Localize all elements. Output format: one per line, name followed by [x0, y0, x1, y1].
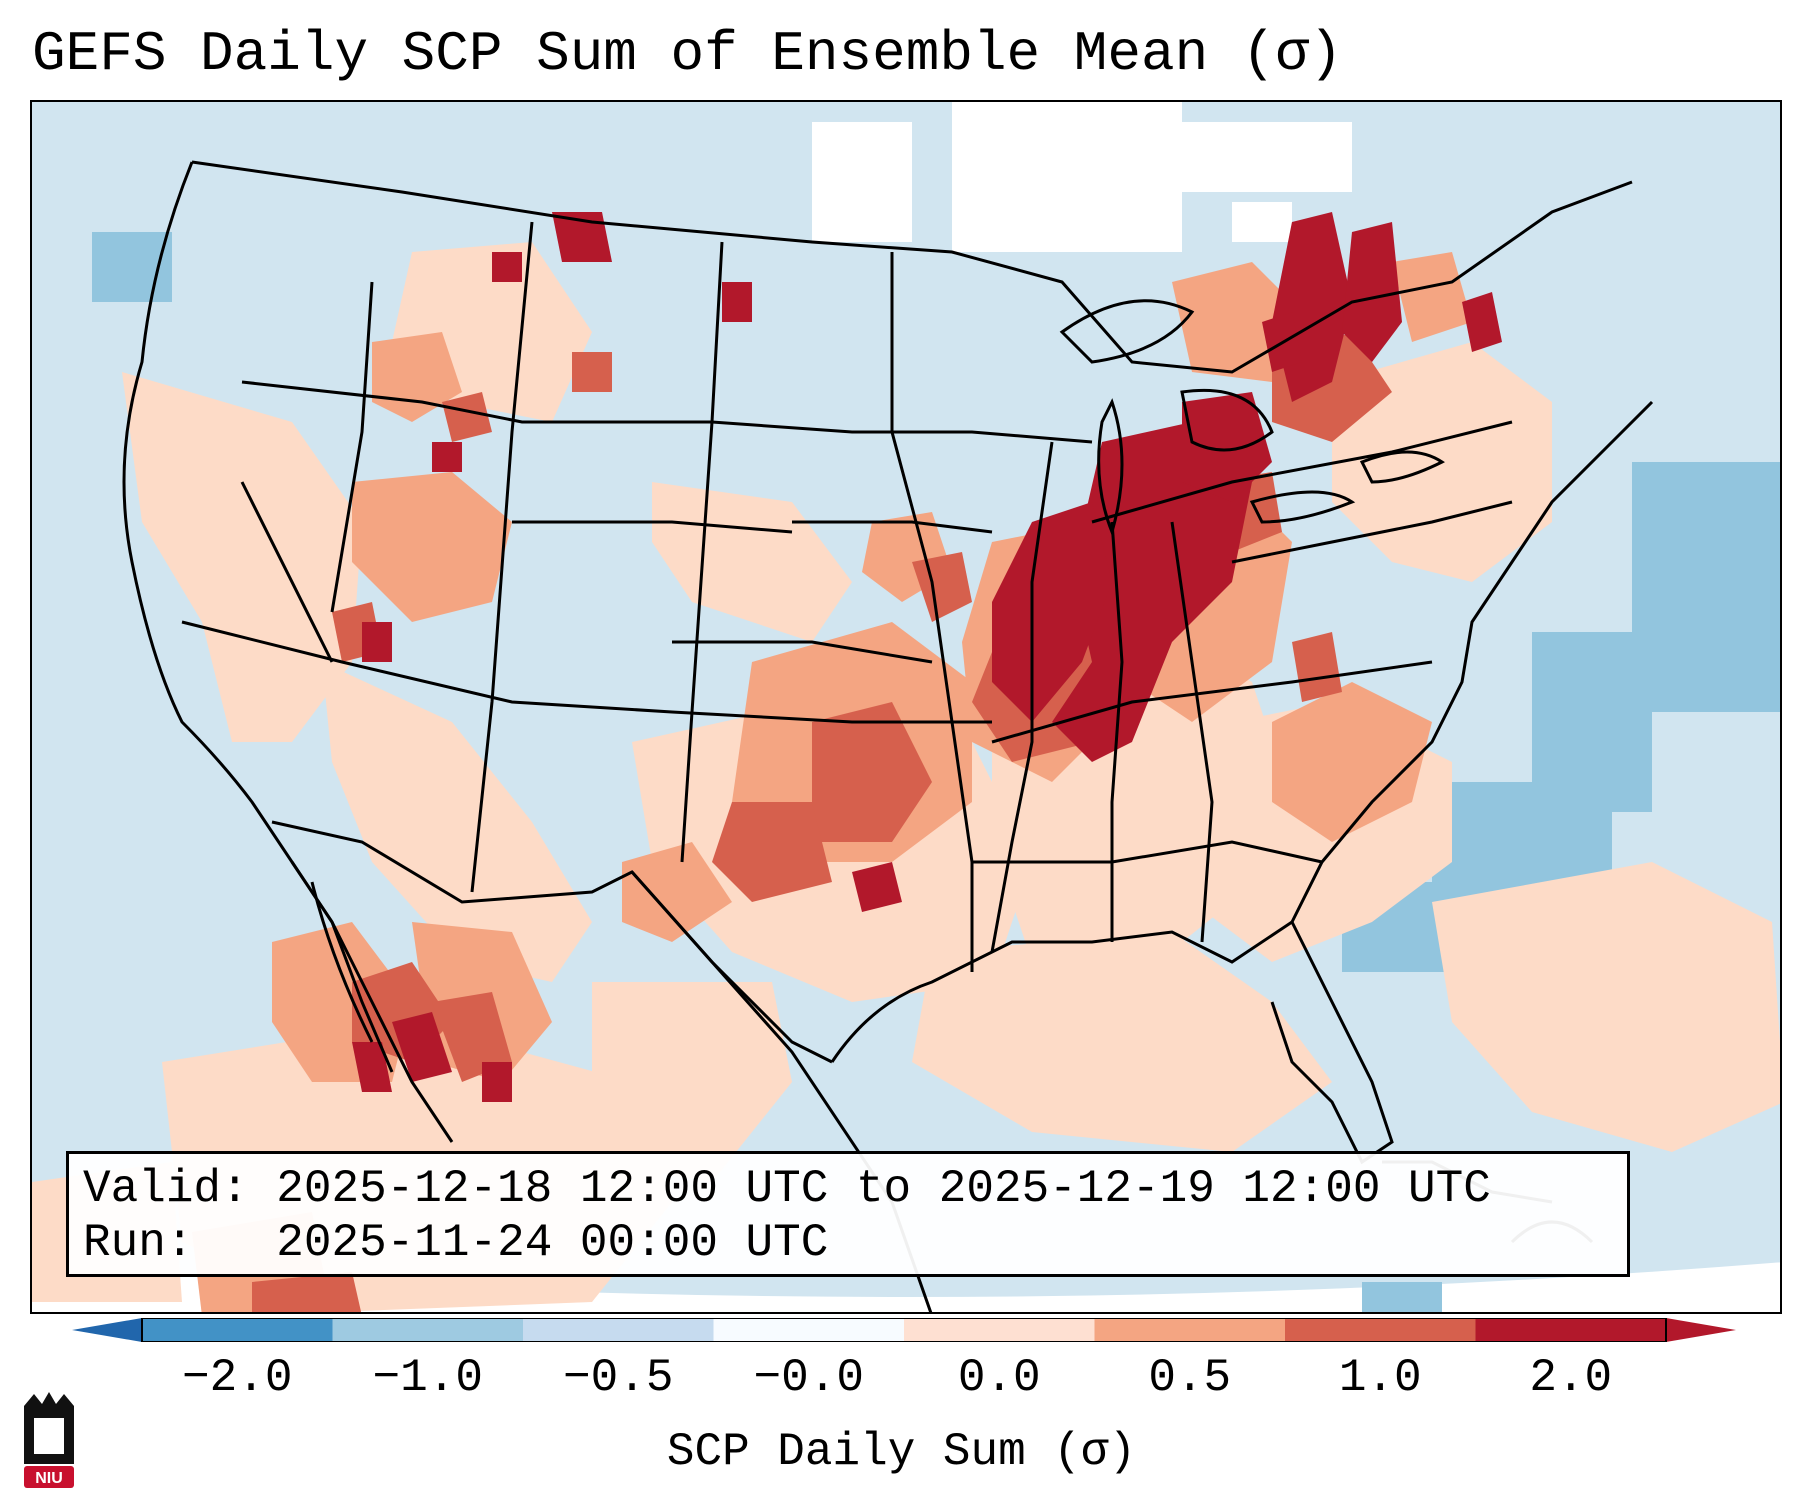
- valid-row: Valid: 2025-12-18 12:00 UTC to 2025-12-1…: [83, 1162, 1613, 1216]
- niu-logo: NIU: [24, 1392, 74, 1488]
- colorbar-tick-label: 0.0: [957, 1352, 1041, 1404]
- colorbar-segment: [1094, 1318, 1286, 1342]
- colorbar-tick-label: −0.0: [753, 1352, 864, 1404]
- map-title: GEFS Daily SCP Sum of Ensemble Mean (σ): [32, 22, 1343, 86]
- colorbar-tick-label: −1.0: [372, 1352, 483, 1404]
- validity-info-box: Valid: 2025-12-18 12:00 UTC to 2025-12-1…: [66, 1151, 1630, 1277]
- colorbar-tick-label: 1.0: [1338, 1352, 1422, 1404]
- colorbar-extend-high: [1666, 1318, 1736, 1342]
- colorbar-segments: [142, 1318, 1667, 1342]
- colorbar-segment: [1285, 1318, 1476, 1342]
- valid-value: 2025-12-18 12:00 UTC to 2025-12-19 12:00…: [276, 1163, 1491, 1215]
- colorbar: [72, 1318, 1736, 1342]
- colorbar-segment: [332, 1318, 524, 1342]
- extreme-positive-areas: [352, 212, 1502, 1102]
- colorbar-segment: [904, 1318, 1095, 1342]
- colorbar-segment: [142, 1318, 333, 1342]
- colorbar-segment: [1475, 1318, 1667, 1342]
- colorbar-tick-label: −2.0: [182, 1352, 293, 1404]
- map-panel[interactable]: [30, 100, 1782, 1314]
- colorbar-segment: [713, 1318, 905, 1342]
- colorbar-frame: [141, 1318, 1667, 1342]
- logo-text: NIU: [35, 1470, 63, 1487]
- colorbar-label: SCP Daily Sum (σ): [666, 1426, 1137, 1478]
- colorbar-tick-label: 0.5: [1148, 1352, 1232, 1404]
- valid-label: Valid:: [83, 1163, 249, 1215]
- great-lakes: [1059, 299, 1445, 537]
- logo-badge: [24, 1466, 74, 1488]
- colorbar-segment: [523, 1318, 714, 1342]
- state-borders: [122, 160, 1654, 1165]
- colorbar-tick-label: −0.5: [563, 1352, 674, 1404]
- run-label: Run:: [83, 1217, 194, 1269]
- run-row: Run: 2025-11-24 00:00 UTC: [83, 1216, 1613, 1270]
- colorbar-ticks: −2.0 −1.0 −0.5 −0.0 0.0 0.5 1.0 2.0: [0, 1352, 1803, 1412]
- colorbar-tick-label: 2.0: [1529, 1352, 1613, 1404]
- run-value: 2025-11-24 00:00 UTC: [276, 1217, 829, 1269]
- near-zero-region: [812, 102, 1352, 252]
- logo-window: [34, 1418, 64, 1454]
- map-svg: [32, 102, 1780, 1312]
- colorbar-extend-low: [72, 1318, 142, 1342]
